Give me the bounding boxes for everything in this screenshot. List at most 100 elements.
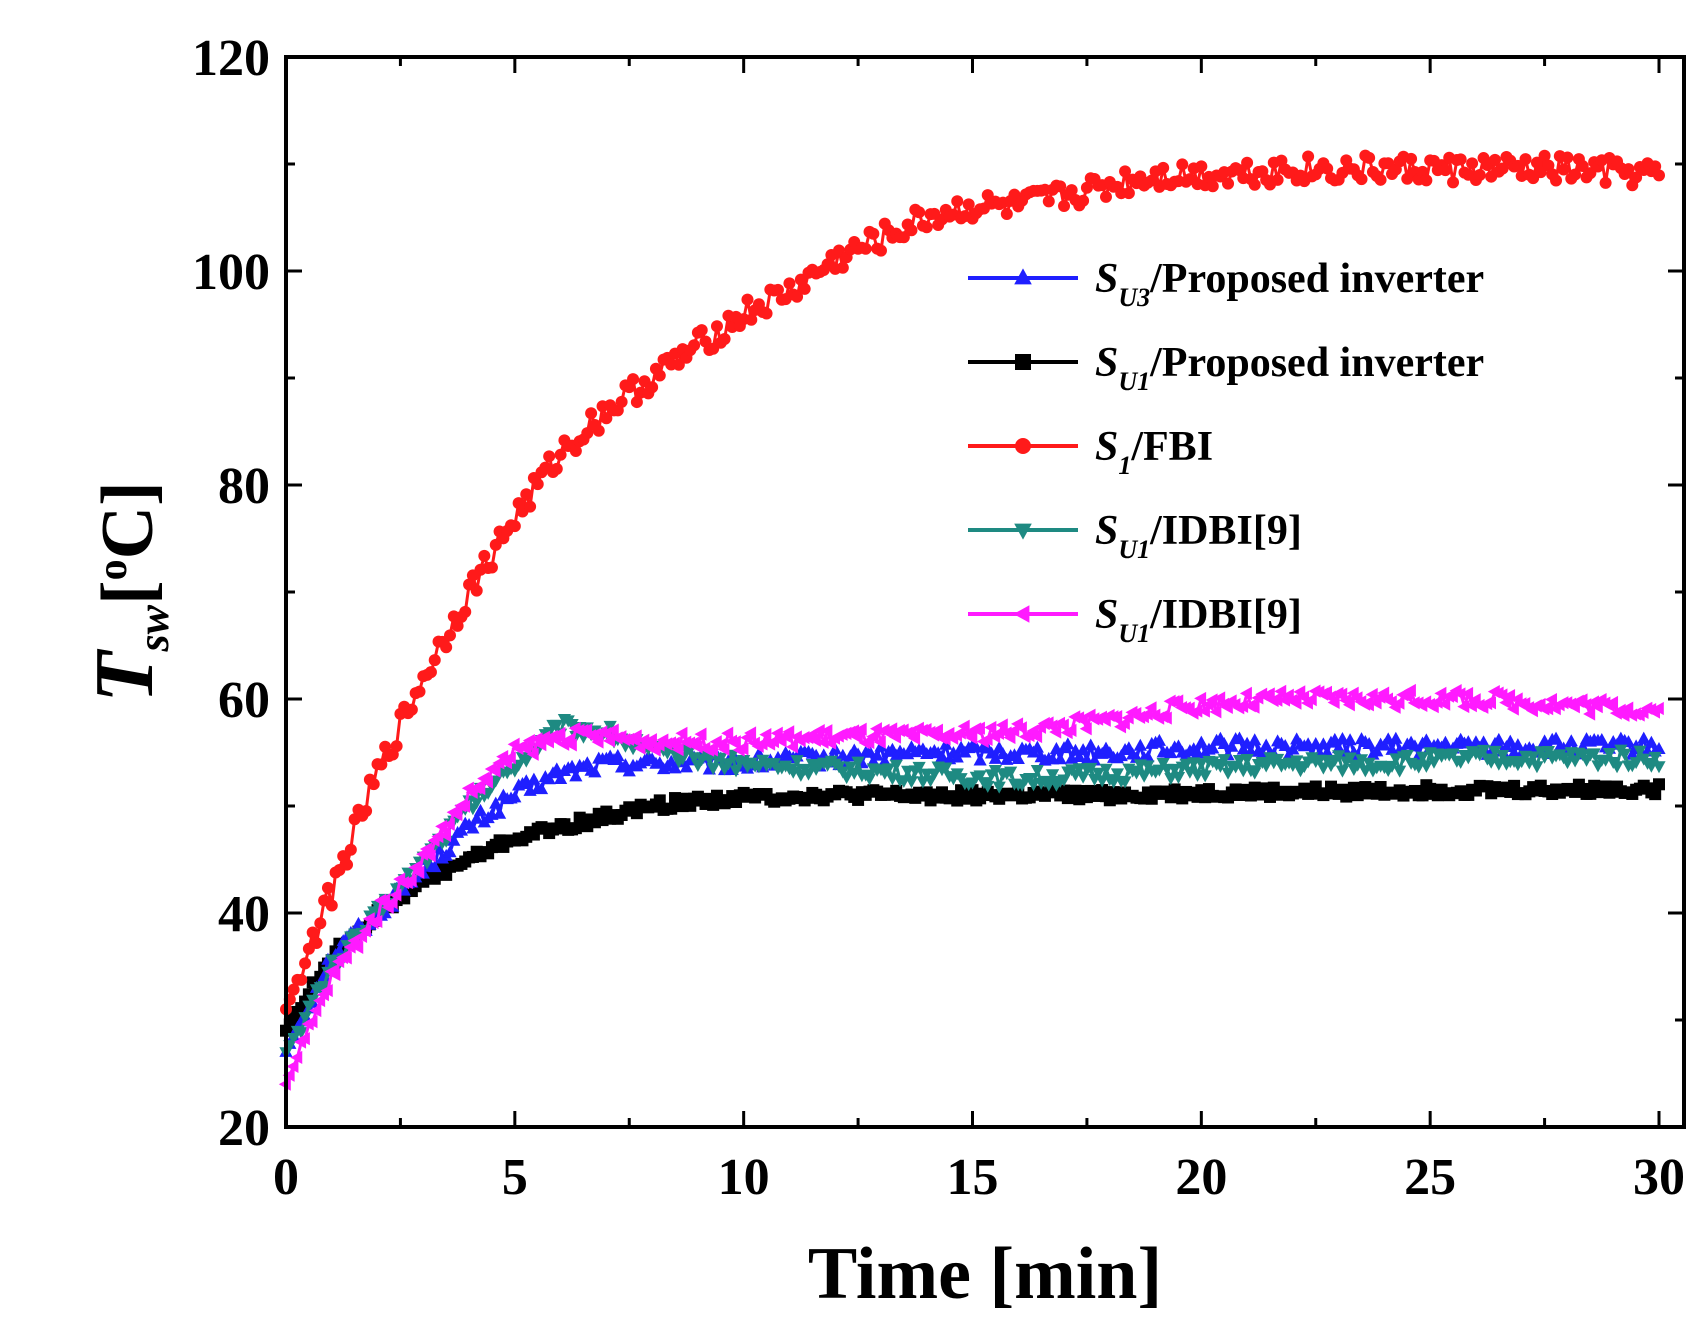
data-marker xyxy=(287,983,300,996)
data-marker xyxy=(1476,744,1491,757)
data-marker xyxy=(1076,743,1090,756)
data-marker xyxy=(1530,156,1543,169)
data-marker xyxy=(1419,760,1433,773)
data-marker xyxy=(321,881,334,894)
data-marker xyxy=(508,790,522,803)
data-marker xyxy=(492,756,505,770)
data-marker xyxy=(1049,725,1062,739)
data-marker xyxy=(1362,757,1376,770)
data-marker xyxy=(1000,207,1013,220)
legend-label-rest: /Proposed inverter xyxy=(1149,340,1484,386)
data-marker xyxy=(905,224,918,237)
data-marker xyxy=(473,803,488,816)
data-marker xyxy=(729,765,743,778)
data-marker xyxy=(771,283,784,296)
data-marker xyxy=(1489,153,1502,166)
data-marker xyxy=(786,766,800,779)
data-marker xyxy=(1091,767,1105,780)
data-marker xyxy=(351,940,364,955)
data-marker xyxy=(443,845,457,858)
data-marker xyxy=(522,733,535,748)
data-marker xyxy=(1393,765,1407,778)
data-marker xyxy=(850,730,863,744)
data-marker xyxy=(705,743,718,757)
data-marker xyxy=(676,753,690,766)
data-marker xyxy=(1053,752,1067,765)
legend-label: SU1/IDBI[9] xyxy=(1095,508,1302,564)
legend-label: S1/FBI xyxy=(1095,424,1213,480)
data-marker xyxy=(957,719,970,733)
data-marker xyxy=(736,742,749,756)
legend-label-rest: /Proposed inverter xyxy=(1149,256,1484,302)
data-marker xyxy=(286,1059,299,1073)
data-marker xyxy=(1023,773,1037,786)
data-marker xyxy=(1054,180,1067,193)
data-marker xyxy=(606,723,619,737)
data-marker xyxy=(1653,169,1665,182)
data-marker xyxy=(542,772,556,785)
data-marker xyxy=(1168,763,1182,776)
data-marker xyxy=(679,760,694,773)
data-marker xyxy=(973,753,987,766)
data-marker xyxy=(438,828,451,842)
x-tick-label: 10 xyxy=(718,1149,770,1206)
data-marker xyxy=(1099,763,1113,776)
data-marker xyxy=(1392,696,1405,710)
x-tick-label: 0 xyxy=(273,1149,299,1206)
data-marker xyxy=(473,781,486,796)
data-marker xyxy=(1621,735,1636,748)
data-marker xyxy=(440,641,453,654)
data-marker xyxy=(543,450,556,463)
x-tick-label: 5 xyxy=(502,1149,528,1206)
data-marker xyxy=(1651,701,1664,716)
data-marker xyxy=(1549,731,1563,744)
data-marker xyxy=(428,860,442,873)
data-marker xyxy=(1569,168,1582,181)
data-marker xyxy=(988,751,1002,764)
data-marker xyxy=(1653,778,1665,791)
data-marker xyxy=(458,799,471,813)
data-marker xyxy=(1332,741,1346,754)
ticks-layer xyxy=(284,55,1684,1129)
data-marker xyxy=(912,761,926,774)
data-marker xyxy=(717,742,730,756)
data-marker xyxy=(1079,722,1092,736)
data-marker xyxy=(1183,766,1197,779)
data-marker xyxy=(550,762,564,775)
data-marker xyxy=(1530,761,1544,774)
data-marker xyxy=(1026,779,1041,792)
data-marker xyxy=(1561,151,1574,164)
data-marker xyxy=(1506,702,1519,716)
data-marker xyxy=(1099,190,1112,203)
data-marker xyxy=(1327,695,1340,710)
data-marker xyxy=(569,444,582,457)
data-marker xyxy=(358,924,371,938)
data-marker xyxy=(1129,767,1144,780)
data-marker xyxy=(965,731,978,745)
data-marker xyxy=(1013,605,1030,623)
data-marker xyxy=(1538,149,1551,162)
data-marker xyxy=(1361,698,1374,712)
y-axis-title-unit-open: [ xyxy=(87,580,169,605)
data-marker xyxy=(667,736,680,750)
data-marker xyxy=(1030,729,1043,744)
data-marker xyxy=(1370,744,1384,757)
data-marker xyxy=(379,740,392,753)
data-marker xyxy=(889,730,902,744)
data-marker xyxy=(1343,733,1357,746)
legend-item-3: SU1/IDBI[9] xyxy=(968,508,1302,564)
data-marker xyxy=(1633,745,1647,758)
y-axis-title-symbol: T xyxy=(78,648,171,703)
data-marker xyxy=(633,741,646,755)
data-marker xyxy=(290,1050,303,1065)
data-marker xyxy=(611,748,625,761)
data-marker xyxy=(1014,523,1032,540)
legend-label-rest: /IDBI[9] xyxy=(1149,592,1302,638)
y-tick-label: 100 xyxy=(192,244,270,301)
data-marker xyxy=(404,874,417,888)
data-marker xyxy=(1213,691,1226,705)
data-marker xyxy=(1321,162,1334,175)
data-marker xyxy=(1159,711,1172,725)
data-marker xyxy=(527,772,541,785)
data-marker xyxy=(710,320,723,333)
